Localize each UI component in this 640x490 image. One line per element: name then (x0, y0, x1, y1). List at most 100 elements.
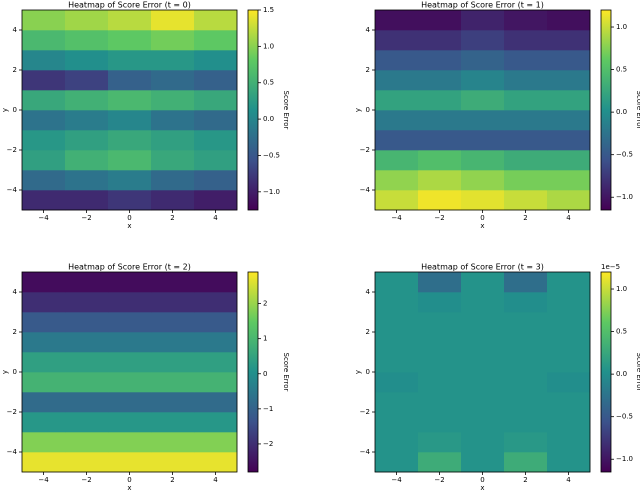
colorbar-tick-label: −1 (263, 405, 273, 413)
heatmap-cell (418, 292, 462, 313)
x-tick-label: −4 (391, 476, 402, 484)
heatmap-cell (547, 332, 591, 353)
heatmap-cell (418, 50, 462, 71)
y-tick-label: 2 (366, 66, 370, 74)
heatmap-cell (151, 432, 195, 453)
heatmap-cell (461, 312, 505, 333)
x-axis-label: x (127, 484, 131, 490)
colorbar-tick-label: 0.0 (263, 115, 274, 123)
heatmap-cell (65, 30, 109, 51)
heatmap-cell (22, 150, 66, 171)
heatmap-cell (504, 432, 548, 453)
heatmap-cell (547, 50, 591, 71)
heatmap-cell (461, 190, 505, 211)
heatmap-cell (65, 90, 109, 111)
heatmap-cell (504, 412, 548, 433)
heatmap-cell (65, 170, 109, 191)
heatmap-cell (547, 412, 591, 433)
colorbar-offset: 1e−5 (601, 263, 620, 271)
heatmap-cell (461, 452, 505, 473)
heatmap-cell (194, 372, 238, 393)
heatmap-cell (22, 272, 66, 293)
heatmap-cell (108, 30, 152, 51)
heatmap-cell (418, 412, 462, 433)
x-tick-label: 4 (213, 214, 218, 222)
heatmap-cell (108, 412, 152, 433)
heatmap-cell (504, 70, 548, 91)
colorbar-label: Score Error (635, 91, 640, 130)
heatmap-cell (418, 392, 462, 413)
heatmap-cell (461, 332, 505, 353)
heatmap-cell (151, 90, 195, 111)
colorbar-tick-label: −1.0 (616, 193, 633, 201)
heatmap-cell (65, 452, 109, 473)
heatmap-cell (375, 372, 419, 393)
heatmap-cell (418, 10, 462, 31)
heatmap-cell (461, 292, 505, 313)
heatmap-cell (375, 452, 419, 473)
heatmap-cell (22, 452, 66, 473)
heatmap-cell (504, 272, 548, 293)
heatmap-cell (151, 170, 195, 191)
x-tick-label: −4 (391, 214, 402, 222)
heatmap-cell (65, 272, 109, 293)
heatmap-cell (151, 10, 195, 31)
heatmap-cell (151, 332, 195, 353)
x-tick-label: −4 (38, 214, 49, 222)
heatmap-cell (22, 372, 66, 393)
heatmap-cell (461, 432, 505, 453)
heatmap-cell (418, 30, 462, 51)
colorbar-tick-label: −1.0 (616, 455, 633, 463)
y-axis-label: y (354, 108, 362, 112)
heatmap-cell (547, 352, 591, 373)
heatmap-cell (194, 90, 238, 111)
heatmap-cell (418, 90, 462, 111)
heatmap-cell (375, 332, 419, 353)
heatmap-cell (547, 312, 591, 333)
plot-title: Heatmap of Score Error (t = 1) (421, 1, 544, 10)
y-tick-label: 2 (13, 66, 17, 74)
colorbar-tick-label: −0.5 (616, 151, 633, 159)
y-axis-label: y (1, 108, 9, 112)
heatmap-cell (108, 432, 152, 453)
x-tick-label: 4 (566, 476, 571, 484)
heatmap-cell (22, 90, 66, 111)
heatmap-cell (547, 110, 591, 131)
colorbar-tick-label: 1.0 (616, 23, 627, 31)
heatmap-cell (461, 110, 505, 131)
heatmap-cell (375, 170, 419, 191)
colorbar-tick-label: 2 (263, 300, 267, 308)
heatmap-cell (151, 352, 195, 373)
heatmap-cell (22, 50, 66, 71)
heatmap-cell (418, 190, 462, 211)
heatmap-cell (418, 150, 462, 171)
x-tick-label: −4 (38, 476, 49, 484)
heatmap-cell (22, 312, 66, 333)
heatmap-cell (375, 190, 419, 211)
y-tick-label: −4 (7, 186, 18, 194)
heatmap-cell (375, 70, 419, 91)
heatmap-cell (108, 312, 152, 333)
y-tick-label: 2 (366, 328, 370, 336)
heatmap-cell (108, 150, 152, 171)
x-tick-label: 2 (523, 476, 527, 484)
heatmap-cell (461, 70, 505, 91)
y-tick-label: −4 (360, 186, 371, 194)
heatmap-cell (194, 392, 238, 413)
heatmap-cell (108, 170, 152, 191)
heatmap-cell (375, 30, 419, 51)
y-tick-label: −2 (360, 408, 370, 416)
heatmap-cell (108, 130, 152, 151)
heatmap-cell (151, 30, 195, 51)
heatmap-cell (547, 372, 591, 393)
heatmap-cell (375, 50, 419, 71)
heatmap-cell (194, 412, 238, 433)
heatmap-cell (504, 312, 548, 333)
heatmap-cell (547, 70, 591, 91)
heatmap-cell (375, 90, 419, 111)
heatmap-cell (22, 332, 66, 353)
y-axis-label: y (1, 370, 9, 374)
heatmap-cell (108, 452, 152, 473)
heatmap-cell (108, 372, 152, 393)
heatmap-cell (151, 150, 195, 171)
